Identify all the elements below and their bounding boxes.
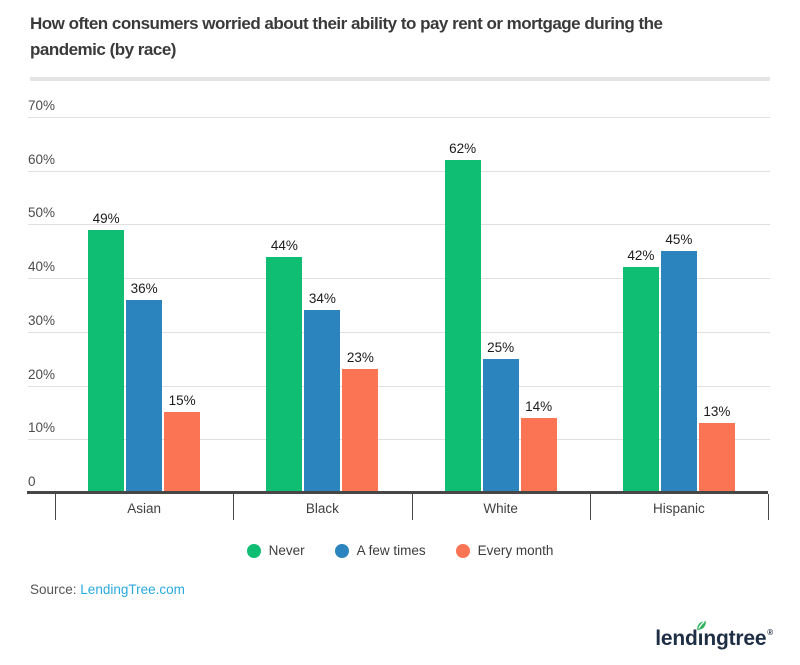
legend-item: Every month: [455, 543, 554, 558]
legend-label: Every month: [477, 543, 554, 558]
legend-swatch: [334, 543, 349, 558]
y-tick-label: 70%: [28, 98, 56, 113]
y-tick-label: 0: [28, 474, 36, 489]
bar: [266, 256, 303, 493]
chart-title: How often consumers worried about their …: [30, 14, 663, 59]
bar-value-label: 62%: [449, 140, 477, 156]
logo-text-before-leaf: lend: [655, 627, 698, 650]
bar: [622, 267, 659, 493]
x-tick-label: Asian: [127, 501, 162, 516]
y-tick-label: 40%: [28, 259, 56, 275]
legend-item: A few times: [334, 543, 426, 558]
bar-value-label: 23%: [346, 350, 374, 366]
category-separator: [768, 494, 769, 520]
y-tick-label: 60%: [28, 151, 56, 167]
bar: [126, 299, 163, 493]
gridline: [28, 278, 770, 280]
bar: [698, 423, 735, 493]
category-separator: [55, 494, 56, 520]
x-tick-label: Black: [305, 501, 339, 516]
category-separator: [233, 494, 235, 520]
bar-value-label: 14%: [525, 398, 553, 414]
bar-value-label: 36%: [130, 280, 158, 296]
lendingtree-logo: lendı ngtree®: [655, 621, 773, 651]
bar-value-label: 45%: [665, 232, 693, 248]
bar-value-label: 25%: [487, 339, 515, 355]
leaf-icon: [696, 621, 706, 630]
y-tick-label: 30%: [28, 312, 56, 328]
category-separator: [411, 494, 413, 520]
bar: [444, 159, 481, 493]
category-separator: [589, 494, 591, 520]
title-divider: [30, 77, 770, 81]
source-line: Source: LendingTree.com: [30, 582, 185, 597]
legend-item: Never: [246, 543, 305, 558]
y-tick-label: 10%: [28, 420, 56, 436]
legend-swatch: [246, 543, 261, 558]
bar: [304, 310, 341, 493]
legend-label: Never: [268, 543, 305, 558]
x-tick-label: Hispanic: [652, 501, 705, 516]
gridline: [28, 170, 770, 172]
gridline: [28, 385, 770, 387]
bar: [482, 358, 519, 493]
bar-value-label: 44%: [270, 237, 298, 253]
y-tick-label: 20%: [28, 366, 56, 382]
logo-text-after-leaf: ngtree: [703, 627, 767, 650]
x-tick-label: White: [483, 501, 518, 516]
y-tick-label: 50%: [28, 205, 56, 221]
gridline: [28, 224, 770, 226]
bar-value-label: 49%: [92, 210, 120, 226]
source-link[interactable]: LendingTree.com: [80, 582, 185, 597]
bar: [342, 369, 379, 493]
bar: [88, 229, 125, 493]
bar-value-label: 34%: [308, 291, 336, 307]
source-label: Source:: [30, 582, 77, 597]
gridline: [28, 331, 770, 333]
bar-value-label: 13%: [703, 404, 731, 420]
bar-value-label: 42%: [627, 248, 655, 264]
logo-leaf-letter: ı: [696, 621, 706, 651]
chart-legend: Never A few times Every month: [0, 543, 800, 558]
registered-mark: ®: [767, 628, 773, 637]
bar: [660, 251, 697, 493]
bar: [164, 412, 201, 493]
logo-dotless-i: ı: [697, 627, 704, 650]
gridline: [28, 117, 770, 118]
x-axis-line: [27, 491, 768, 494]
legend-label: A few times: [356, 543, 426, 558]
bar-value-label: 15%: [168, 393, 196, 409]
gridline: [28, 439, 770, 441]
legend-swatch: [455, 543, 470, 558]
bar: [520, 417, 557, 493]
